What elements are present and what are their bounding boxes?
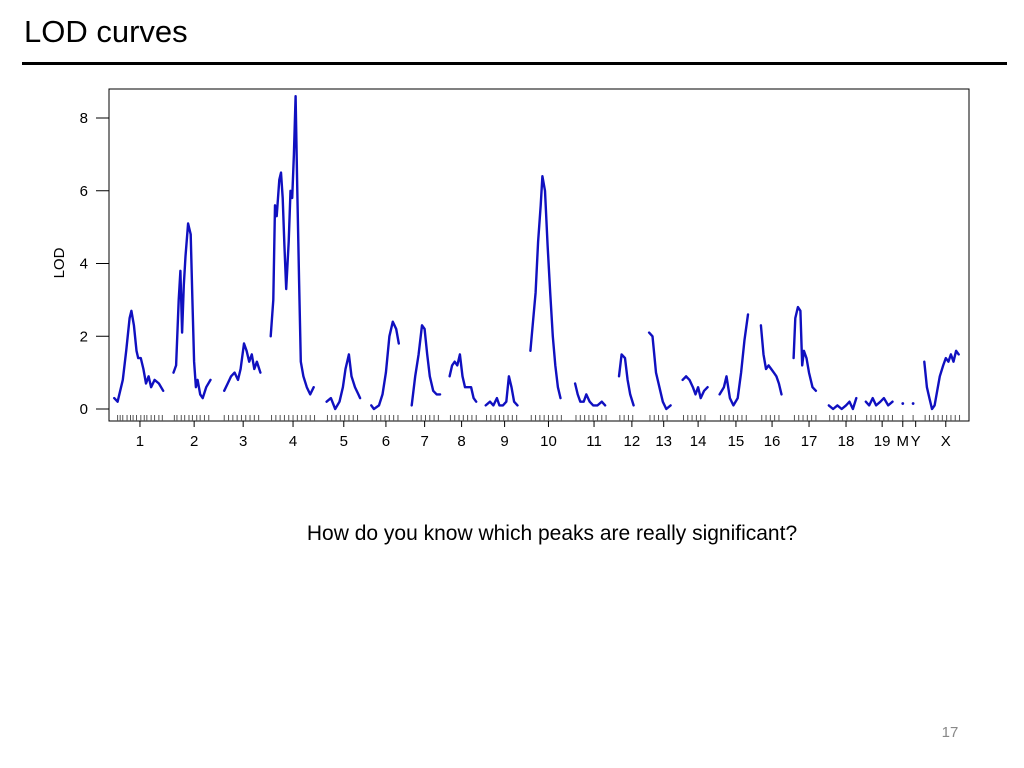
x-tick-label-chr-3: 3 bbox=[239, 433, 247, 450]
lod-curve-chr-17 bbox=[792, 305, 818, 392]
y-tick-label: 0 bbox=[80, 401, 88, 418]
x-tick-label-chr-M: M bbox=[897, 433, 910, 450]
slide-number: 17 bbox=[941, 724, 959, 741]
x-tick-label-chr-12: 12 bbox=[624, 433, 641, 450]
lod-curve-chr-18 bbox=[827, 396, 858, 411]
x-tick-label-chr-X: X bbox=[941, 433, 951, 450]
x-tick-label-chr-15: 15 bbox=[728, 433, 745, 450]
y-tick-label: 2 bbox=[80, 328, 88, 345]
x-tick-label-chr-6: 6 bbox=[382, 433, 390, 450]
lod-curve-chr-X bbox=[923, 349, 960, 411]
x-tick-label-chr-19: 19 bbox=[874, 433, 891, 450]
lod-curve-chr-16 bbox=[759, 324, 783, 396]
lod-curves bbox=[113, 95, 960, 411]
x-tick-label-chr-16: 16 bbox=[764, 433, 781, 450]
slide-title: LOD curves bbox=[24, 14, 188, 49]
x-tick-label-chr-10: 10 bbox=[540, 433, 557, 450]
lod-curve-chr-14 bbox=[681, 375, 709, 400]
marker-rug bbox=[117, 415, 961, 421]
lod-curve-chr-7 bbox=[410, 324, 442, 407]
x-tick-label-chr-14: 14 bbox=[690, 433, 707, 450]
x-tick-label-chr-2: 2 bbox=[190, 433, 198, 450]
lod-curve-chr-13 bbox=[647, 331, 672, 411]
lod-curve-chr-8 bbox=[448, 353, 478, 403]
plot-frame bbox=[108, 88, 970, 422]
y-axis-label: LOD bbox=[51, 247, 68, 278]
lod-point-chr-M bbox=[901, 402, 905, 405]
lod-curve-chr-12 bbox=[617, 353, 635, 407]
x-tick-label-chr-17: 17 bbox=[801, 433, 818, 450]
lod-curve-chr-10 bbox=[529, 175, 562, 400]
lod-curve-chr-11 bbox=[573, 382, 607, 407]
lod-curve-chr-3 bbox=[223, 342, 262, 392]
y-tick-label: 6 bbox=[80, 183, 88, 200]
x-tick-label-chr-13: 13 bbox=[655, 433, 672, 450]
y-tick-label: 4 bbox=[80, 256, 88, 273]
lod-curve-chr-4 bbox=[269, 95, 315, 396]
x-tick-label-chr-7: 7 bbox=[420, 433, 428, 450]
x-axis: 1 2 3 4 5 6 7 8 9 10 11 12 13 14 15 16 17 18 19 M Y X bbox=[136, 421, 951, 450]
y-tick-label: 8 bbox=[80, 110, 88, 127]
question-text: How do you know which peaks are really s… bbox=[306, 522, 798, 545]
lod-point-chr-Y bbox=[911, 402, 915, 405]
y-axis: 0 2 4 6 8 bbox=[80, 110, 109, 418]
x-tick-label-chr-8: 8 bbox=[457, 433, 465, 450]
x-tick-label-chr-5: 5 bbox=[340, 433, 348, 450]
x-tick-label-chr-9: 9 bbox=[500, 433, 508, 450]
x-tick-label-chr-Y: Y bbox=[911, 433, 921, 450]
x-tick-label-chr-1: 1 bbox=[136, 433, 144, 450]
lod-curve-chr-19 bbox=[864, 396, 894, 407]
x-tick-label-chr-11: 11 bbox=[586, 433, 602, 450]
lod-curve-chr-1 bbox=[113, 309, 165, 403]
lod-curve-chr-9 bbox=[484, 375, 519, 407]
lod-curve-chr-2 bbox=[172, 222, 212, 400]
lod-curve-chr-5 bbox=[325, 353, 362, 411]
lod-curve-chr-15 bbox=[718, 313, 750, 407]
x-tick-label-chr-4: 4 bbox=[289, 433, 297, 450]
lod-curve-chr-6 bbox=[370, 320, 400, 411]
x-tick-label-chr-18: 18 bbox=[838, 433, 855, 450]
title-divider bbox=[22, 62, 1007, 65]
